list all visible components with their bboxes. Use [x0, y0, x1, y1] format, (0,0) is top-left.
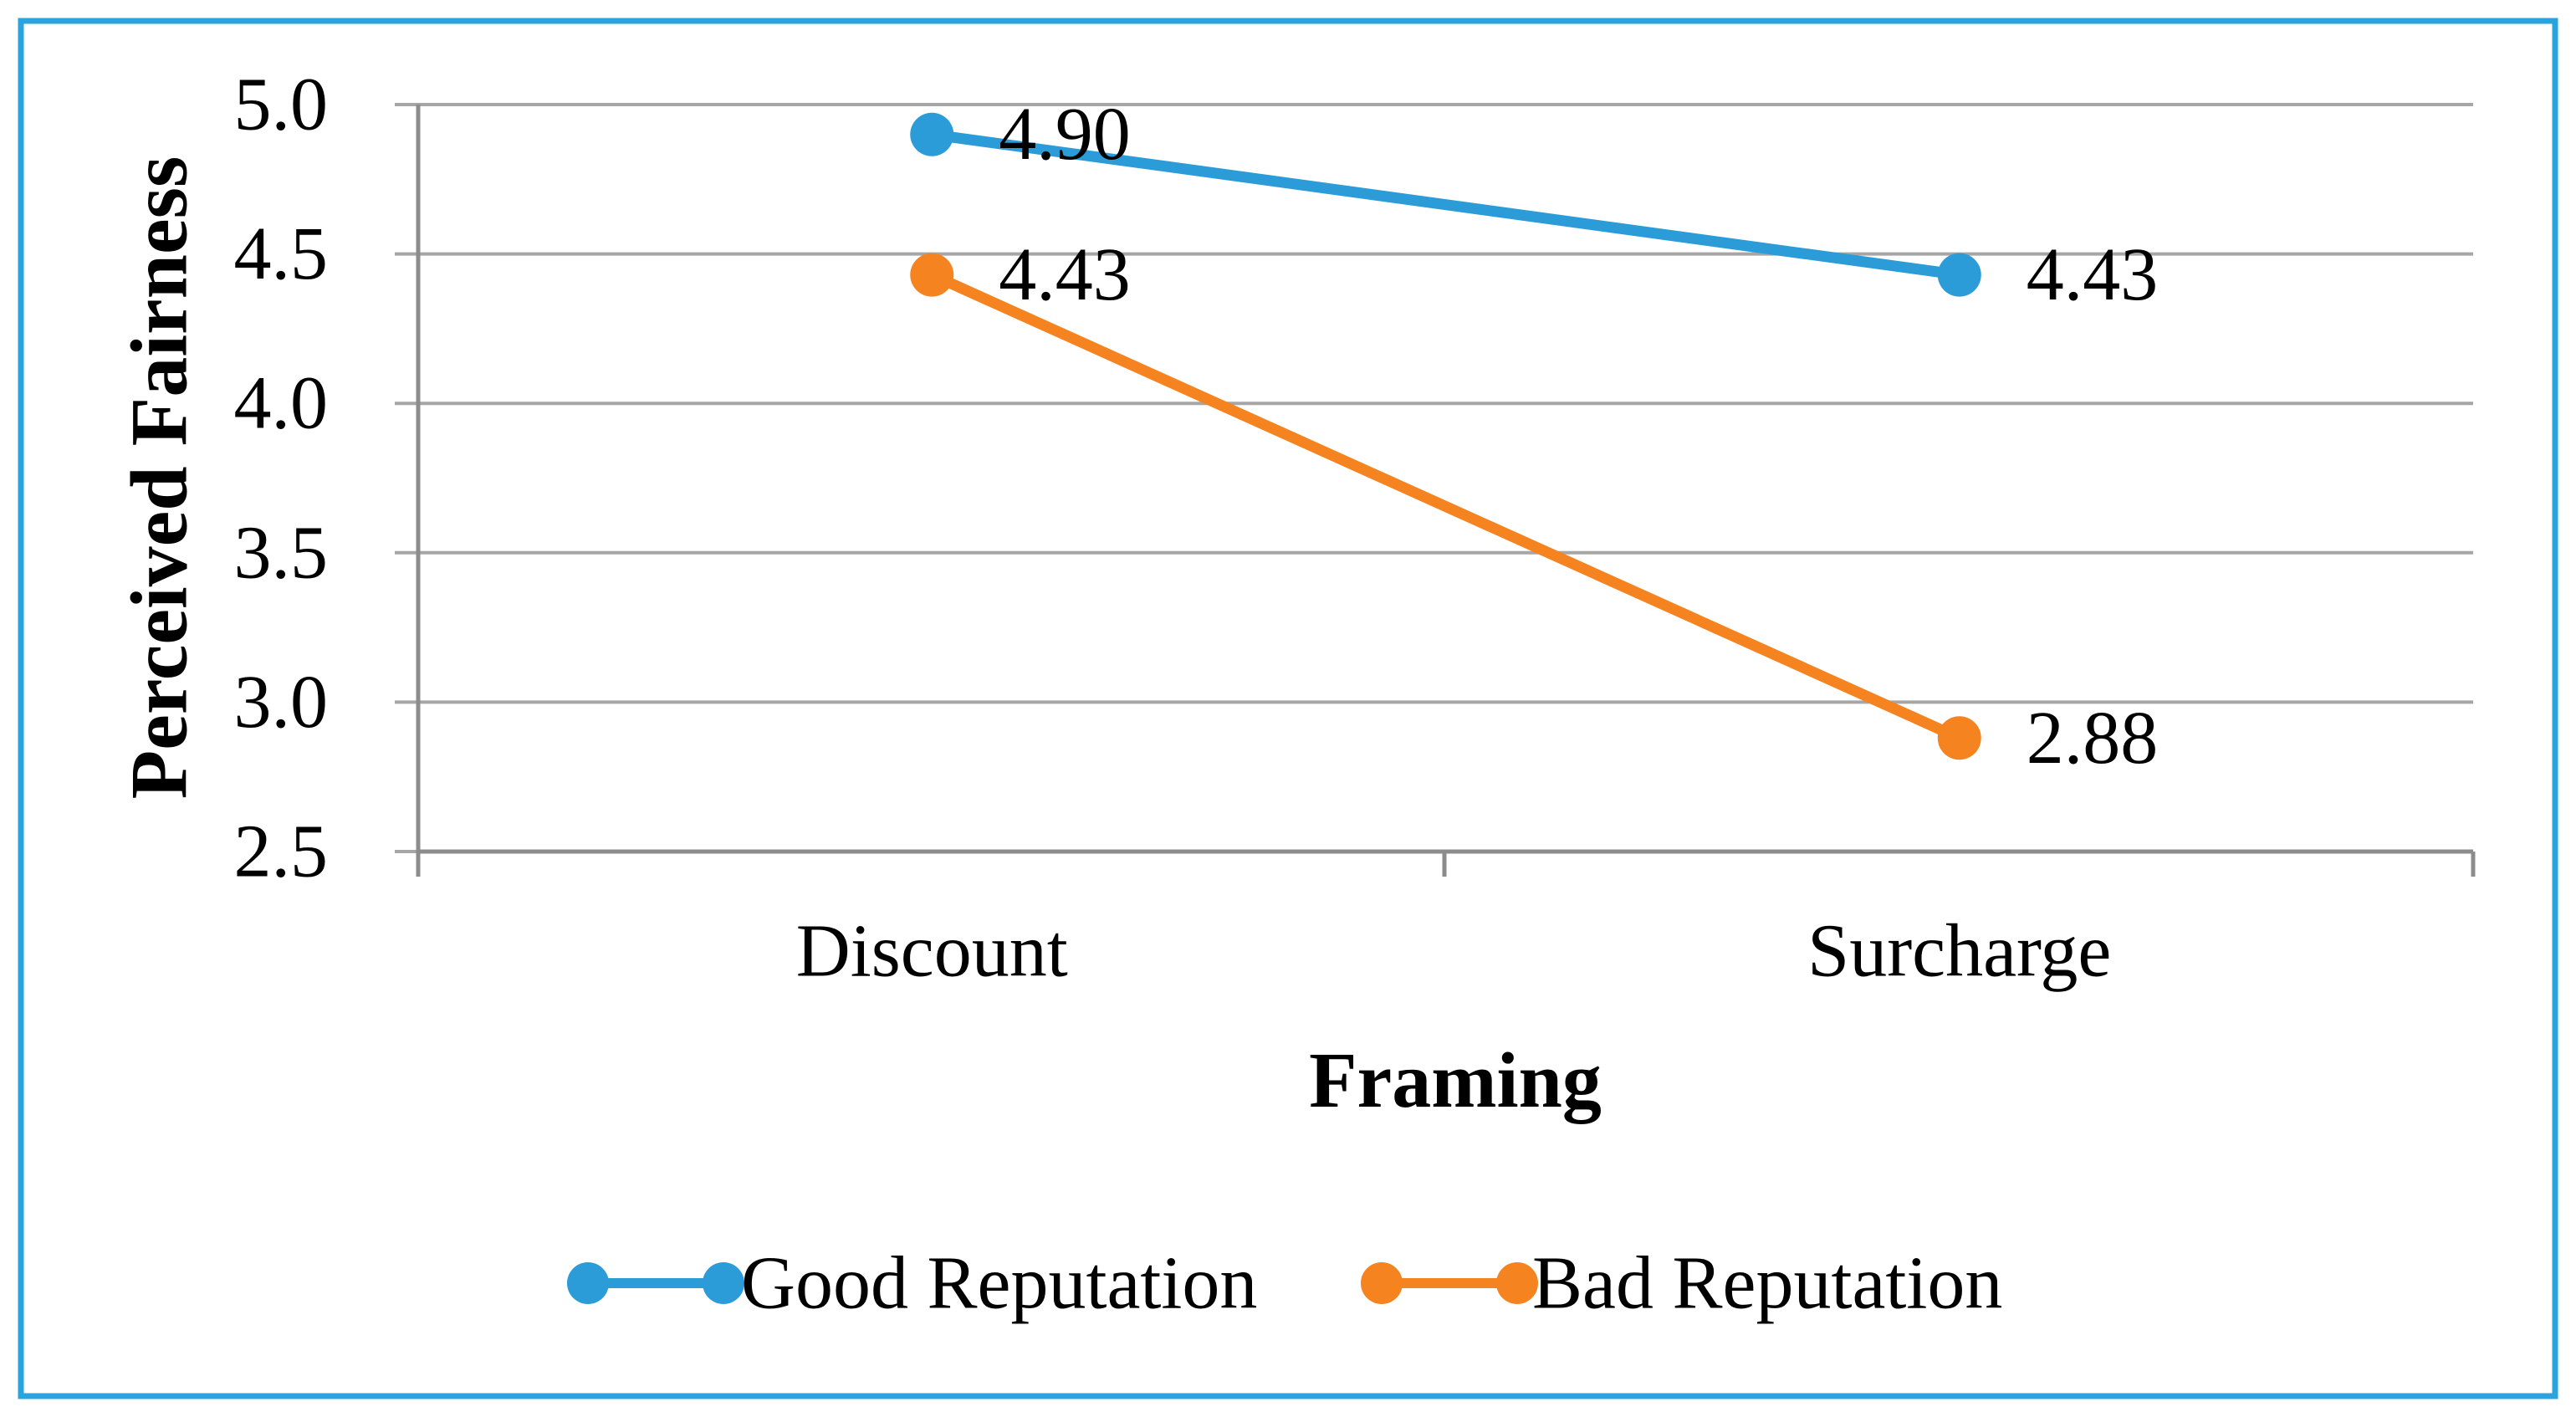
y-tick-label: 3.5	[234, 511, 329, 594]
chart-frame-border	[18, 18, 2558, 1399]
data-label: 2.88	[2027, 697, 2159, 780]
legend-label-good-reputation: Good Reputation	[741, 1242, 1257, 1325]
series-line-0	[931, 129, 1960, 281]
legend-label-bad-reputation: Bad Reputation	[1532, 1242, 2002, 1325]
y-tick-label: 5.0	[234, 64, 329, 146]
series-marker-0-0	[910, 112, 954, 156]
y-tick-label: 4.0	[234, 362, 329, 445]
y-tick-label: 4.5	[234, 212, 329, 295]
series-marker-0-1	[1937, 253, 1981, 297]
data-label: 4.90	[999, 93, 1131, 176]
y-tick-labels: 5.0 4.5 4.0 3.5 3.0 2.5	[234, 64, 329, 893]
y-gridlines	[395, 103, 2473, 853]
data-label: 4.43	[2027, 233, 2159, 316]
legend-marker-good-reputation	[567, 1262, 744, 1304]
x-category-label: Discount	[796, 910, 1068, 993]
axes	[416, 105, 2476, 877]
y-tick-label: 3.0	[234, 661, 329, 744]
series-marker-1-0	[910, 253, 954, 297]
y-axis-title: Perceived Fairness	[115, 156, 204, 800]
data-label: 4.43	[999, 233, 1131, 316]
legend: Good Reputation Bad Reputation	[567, 1242, 2002, 1325]
x-axis-title: Framing	[1309, 1037, 1602, 1124]
x-category-labels: Discount Surcharge	[796, 910, 2112, 993]
legend-sample-dot	[567, 1262, 609, 1304]
legend-sample-dot	[1496, 1262, 1538, 1304]
series-group	[910, 112, 1981, 760]
series-line-1	[929, 269, 1962, 744]
data-labels: 4.90 4.43 4.43 2.88	[999, 93, 2158, 780]
legend-sample-dot	[1361, 1262, 1403, 1304]
x-category-label: Surcharge	[1807, 910, 2111, 993]
series-marker-1-1	[1937, 716, 1981, 760]
legend-marker-bad-reputation	[1361, 1262, 1538, 1304]
y-tick-label: 2.5	[234, 811, 329, 893]
legend-sample-dot	[703, 1262, 744, 1304]
